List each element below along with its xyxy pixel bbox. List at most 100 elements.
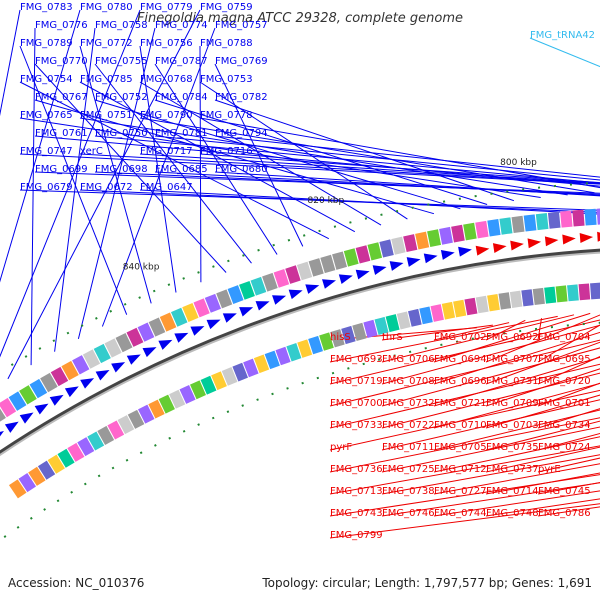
- reverse-gene-leader-line: [485, 472, 600, 495]
- forward-gene-arrow: [458, 246, 472, 257]
- reverse-gene-label: pyrE: [538, 464, 561, 475]
- feature-block: [126, 327, 144, 347]
- reverse-gene-label: FMG_0731: [486, 376, 539, 387]
- forward-gene-arrow: [322, 279, 337, 289]
- reverse-gene-arrow: [579, 233, 594, 243]
- feature-block: [509, 290, 523, 308]
- feature-block: [285, 265, 301, 284]
- forward-gene-leader-line: [0, 9, 21, 117]
- reverse-gene-label: FMG_0746: [382, 508, 435, 519]
- feature-block: [535, 212, 549, 231]
- forward-gene-leader-line: [19, 153, 600, 185]
- forward-gene-arrow: [305, 284, 320, 294]
- reverse-gene-label: FMG_0693: [330, 354, 383, 365]
- backbone-outer: [0, 248, 600, 456]
- feature-block: [544, 286, 557, 304]
- reverse-gene-label: FMG_0737: [486, 464, 539, 475]
- forward-gene-label: FMG_0769: [215, 56, 268, 67]
- forward-gene-label: FMG_0779: [140, 2, 193, 13]
- reverse-gene-label: FMG_0722: [382, 420, 435, 431]
- forward-gene-label: FMG_0752: [95, 92, 148, 103]
- reverse-gene-label: FMG_0743: [330, 508, 383, 519]
- forward-gene-label: FMG_0647: [140, 182, 193, 193]
- feature-block: [137, 322, 155, 342]
- reverse-gene-leader-line: [485, 314, 600, 363]
- genome-summary-text: Topology: circular; Length: 1,797,577 bp…: [261, 576, 592, 590]
- feature-block: [159, 312, 177, 332]
- forward-gene-label: FMG_0757: [215, 20, 268, 31]
- forward-gene-arrow: [355, 269, 370, 280]
- reverse-gene-leader-line: [329, 474, 600, 517]
- reverse-gene-leader-line: [433, 312, 591, 363]
- feature-block: [439, 226, 453, 245]
- reverse-gene-leader-line: [329, 363, 600, 429]
- feature-block: [239, 280, 255, 300]
- feature-block: [441, 301, 456, 320]
- forward-gene-label: FMG_0765: [20, 110, 73, 121]
- feature-block: [28, 466, 46, 486]
- reverse-gene-leader-line: [433, 490, 600, 517]
- forward-gene-label: FMG_0787: [155, 56, 208, 67]
- feature-block: [374, 316, 389, 336]
- reverse-gene-leader-line: [485, 420, 600, 451]
- reverse-gene-label: FMG_0694: [434, 354, 487, 365]
- reverse-gene-label: FMG_0725: [382, 464, 435, 475]
- forward-gene-label: FMG_0788: [200, 38, 253, 49]
- forward-gene-arrow: [288, 289, 303, 300]
- forward-gene-arrow: [126, 354, 141, 365]
- feature-block: [138, 404, 155, 424]
- forward-gene-label: FMG_0699: [35, 164, 88, 175]
- feature-block: [243, 358, 259, 378]
- forward-gene-leader-line: [7, 9, 201, 380]
- feature-block: [379, 239, 394, 258]
- reverse-gene-leader-line: [381, 324, 600, 385]
- forward-gene-label: FMG_0698: [95, 164, 148, 175]
- reverse-gene-leader-line: [433, 322, 510, 341]
- feature-block: [567, 284, 579, 302]
- feature-block: [97, 425, 115, 445]
- reverse-gene-label: FMG_0738: [382, 486, 435, 497]
- forward-gene-leader-line: [34, 63, 227, 273]
- feature-block: [463, 222, 477, 241]
- feature-block: [297, 339, 313, 358]
- reverse-gene-label: FMG_0702: [434, 332, 487, 343]
- reverse-gene-label: FMG_0712: [434, 464, 487, 475]
- feature-block: [264, 350, 280, 370]
- reverse-gene-label: FMG_0733: [330, 420, 383, 431]
- feature-block: [262, 272, 278, 292]
- reverse-gene-leader-line: [485, 446, 600, 473]
- reverse-gene-label: FMG_0692: [486, 332, 539, 343]
- feature-block: [253, 354, 270, 374]
- reverse-gene-leader-line: [381, 454, 600, 495]
- feature-block: [475, 295, 489, 314]
- forward-gene-leader-line: [154, 135, 600, 181]
- forward-gene-leader-line: [94, 63, 252, 264]
- feature-block: [8, 391, 27, 411]
- forward-gene-leader-line: [214, 63, 304, 247]
- reverse-gene-leader-line: [537, 382, 600, 407]
- forward-gene-label: FMG_0753: [200, 74, 253, 85]
- forward-gene-arrow: [239, 307, 254, 317]
- feature-block: [391, 236, 406, 255]
- reverse-gene-leader-line: [329, 319, 600, 385]
- feature-block: [273, 269, 290, 288]
- forward-gene-label: FMG_0794: [215, 128, 268, 139]
- reverse-gene-label: FMG_0786: [538, 508, 591, 519]
- feature-block: [415, 231, 430, 250]
- forward-gene-arrow: [64, 386, 79, 398]
- forward-gene-label: FMG_0768: [140, 74, 193, 85]
- feature-block: [330, 329, 345, 348]
- reverse-gene-leader-line: [329, 503, 600, 539]
- reverse-gene-leader-line: [381, 314, 575, 363]
- feature-block: [127, 409, 145, 429]
- forward-gene-label: FMG_0679: [20, 182, 73, 193]
- feature-block: [341, 325, 356, 345]
- feature-block: [50, 366, 69, 387]
- feature-block: [352, 322, 367, 342]
- reverse-gene-label: FMG_0708: [382, 376, 435, 387]
- forward-gene-label: FMG_0772: [80, 38, 133, 49]
- feature-block: [29, 378, 48, 399]
- feature-block: [82, 349, 101, 369]
- feature-block: [77, 437, 95, 457]
- forward-gene-arrow: [272, 295, 287, 305]
